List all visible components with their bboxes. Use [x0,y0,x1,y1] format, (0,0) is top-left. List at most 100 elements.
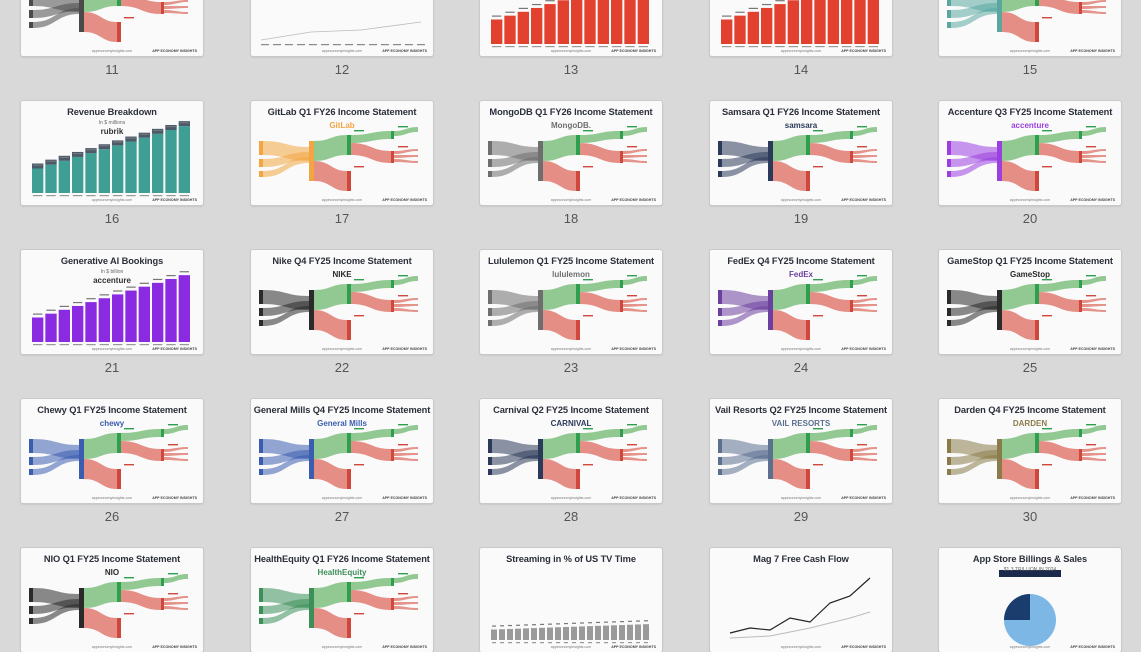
chart-bar [584,0,596,44]
gross-profit-node [576,433,580,453]
expense-branch-link [164,0,188,5]
slide-preview-card[interactable]: GameStop Q1 FY25 Income Statement GameSto… [939,250,1121,354]
chart-data-label [545,0,555,2]
chart-bar [563,626,569,640]
slide-footer: appeconomyinsights.com APP ECONOMY INSIGH… [939,47,1121,53]
gross-profit-link [314,284,347,310]
net-profit-link [623,425,647,434]
expense-branch-link [623,155,647,158]
cost-node [576,469,580,489]
slide-chart-graphic [259,275,418,340]
footer-url: appeconomyinsights.com [321,496,363,500]
expense-branch-link [1082,6,1106,9]
slide-preview-card[interactable]: Vail Resorts Q2 FY25 Income Statement VAI… [710,399,892,503]
slide-preview-card[interactable]: appeconomyinsights.com APP ECONOMY INSIGH… [251,0,433,56]
chart-tick-label [321,44,329,46]
chart-tick-label [153,195,163,197]
gross-profit-link [1002,135,1035,161]
chart-bar [587,626,593,640]
chart-tick-label [166,195,176,197]
chart-tick-label [59,195,69,197]
expense-branch-link [1082,159,1106,163]
operating-expense-link [810,143,850,163]
slide-preview-card[interactable]: appeconomyinsights.com APP ECONOMY INSIGH… [480,0,662,56]
sankey-inflow-link [951,301,997,316]
slide-preview-card[interactable]: NIO Q1 FY25 Income Statement NIO appeconom… [21,548,203,652]
chart-tick-label [492,46,502,48]
slide-preview-card[interactable]: Chewy Q1 FY25 Income Statement chewy appec… [21,399,203,503]
operating-expense-link [351,143,391,163]
value-label-mark [583,464,593,466]
chart-data-label [524,624,528,626]
slide-title: GitLab Q1 FY26 Income Statement [267,107,417,117]
chart-bar [531,628,537,640]
slide-preview-card[interactable]: Streaming in % of US TV Time appeconomyin… [480,548,662,652]
chart-bar [152,133,164,193]
sankey-source-node [718,141,722,155]
gross-profit-link [1002,0,1035,12]
slide-title: Vail Resorts Q2 FY25 Income Statement [715,405,887,415]
cost-node [576,320,580,340]
operating-expense-node [391,449,394,461]
slide-preview-card[interactable]: appeconomyinsights.com APP ECONOMY INSIGH… [21,0,203,56]
slide-preview-card[interactable]: App Store Billings & Sales $1.3 TRILLION … [939,548,1121,652]
chart-tick-label [179,195,189,197]
revenue-node [309,141,314,181]
slide-title: Generative AI Bookings [60,256,164,266]
value-label-mark [168,424,178,426]
slide-preview-card[interactable]: Lululemon Q1 FY25 Income Statement lulule… [480,250,662,354]
expense-branch-link [853,457,877,461]
gross-profit-node [347,284,351,304]
chart-bar [721,19,733,44]
slide-preview-card[interactable]: GitLab Q1 FY26 Income Statement GitLab app… [251,101,433,205]
operating-profit-link [1039,131,1079,143]
company-logo: General Mills [317,419,367,428]
chart-tick-label [585,46,595,48]
chart-tick-label [86,195,96,197]
slide-preview-card[interactable]: Accenture Q3 FY25 Income Statement accent… [939,101,1121,205]
slide-preview-card[interactable]: MongoDB Q1 FY26 Income Statement MongoDB.… [480,101,662,205]
expense-branch-link [164,457,188,461]
expense-branch-link [394,155,418,158]
chart-bar [734,15,746,44]
value-label-mark [813,130,823,132]
slide-preview-card[interactable]: Carnival Q2 FY25 Income Statement CARNIVA… [480,399,662,503]
slide-preview-card[interactable]: HealthEquity Q1 FY26 Income Statement Hea… [251,548,433,652]
slide-preview-card[interactable]: General Mills Q4 FY25 Income Statement Ge… [251,399,433,503]
sankey-inflow-link [492,301,538,316]
chart-tick-label [139,344,149,346]
slide-chart-graphic [721,0,879,48]
chart-bar [627,624,633,640]
chart-bar [138,137,150,193]
revenue-node [768,141,773,181]
sankey-inflow-link [263,301,309,316]
slide-preview-card[interactable]: Darden Q4 FY25 Income Statement DARDEN app… [939,399,1121,503]
slide-preview-card[interactable]: FedEx Q4 FY25 Income Statement FedEx appec… [710,250,892,354]
slide-chart-graphic [259,424,418,489]
footer-url: appeconomyinsights.com [1009,198,1051,202]
slide-preview-card[interactable]: Samsara Q1 FY26 Income Statement samsara a… [710,101,892,205]
chart-data-label [46,160,56,162]
sankey-source-node [488,159,492,167]
slide-preview-card[interactable]: appeconomyinsights.com APP ECONOMY INSIGH… [710,0,892,56]
revenue-node [997,439,1002,479]
cost-of-revenue-link [543,459,576,489]
slide-footer: appeconomyinsights.com APP ECONOMY INSIGH… [710,494,892,500]
slide-preview-card[interactable]: appeconomyinsights.com APP ECONOMY INSIGH… [939,0,1121,56]
chart-bar [547,627,553,640]
chart-data-label [33,164,43,166]
sankey-inflow-link [492,306,538,326]
value-label-mark [627,424,637,426]
sankey-source-node [488,171,492,177]
slide-preview-card[interactable]: Nike Q4 FY25 Income Statement NIKE appecon… [251,250,433,354]
cost-node [347,171,351,191]
slide-preview-card[interactable]: Mag 7 Free Cash Flow appeconomyinsights.c… [710,548,892,652]
slide-footer: appeconomyinsights.com APP ECONOMY INSIGH… [710,196,892,202]
chart-data-label [532,3,542,6]
footer-brand: APP ECONOMY INSIGHTS [841,198,886,202]
chart-data-label [722,15,732,17]
expense-branch-link [394,447,418,452]
slide-preview-card[interactable]: Generative AI Bookings In $ billion accent… [21,250,203,354]
slide-preview-card[interactable]: Revenue Breakdown In $ millions rubrik appe… [21,101,203,205]
operating-profit-link [351,280,391,292]
